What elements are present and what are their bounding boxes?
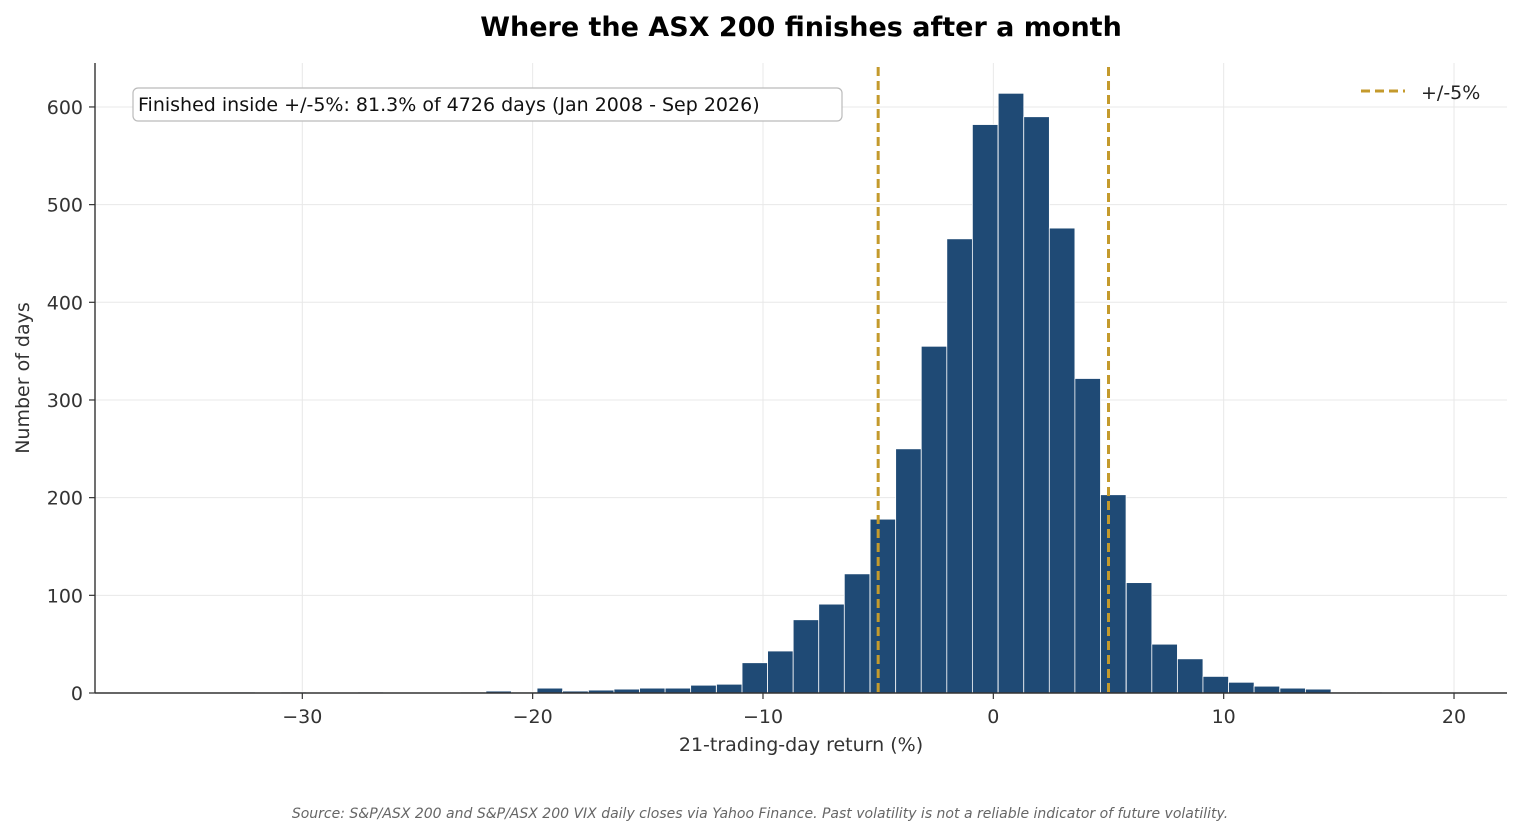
annotation-box: Finished inside +/-5%: 81.3% of 4726 day… bbox=[132, 87, 843, 122]
y-tick-label: 600 bbox=[47, 97, 83, 119]
histogram-bars bbox=[229, 92, 1383, 694]
histogram-bar bbox=[1176, 658, 1204, 694]
annotation-text: Finished inside +/-5%: 81.3% of 4726 day… bbox=[138, 94, 760, 116]
histogram-bar bbox=[997, 92, 1025, 694]
histogram-bar bbox=[1202, 675, 1229, 694]
histogram-bar bbox=[716, 683, 743, 694]
y-tick-label: 300 bbox=[47, 390, 83, 412]
x-axis-label: 21-trading-day return (%) bbox=[679, 734, 923, 756]
x-tick-label: 20 bbox=[1442, 706, 1466, 728]
axes bbox=[89, 63, 1507, 699]
x-tick-label: −20 bbox=[513, 706, 553, 728]
histogram-bar bbox=[690, 684, 717, 694]
y-tick-label: 100 bbox=[47, 585, 83, 607]
histogram-bar bbox=[664, 687, 692, 694]
legend-label: +/-5% bbox=[1421, 82, 1480, 104]
histogram-bar bbox=[1228, 681, 1255, 694]
y-tick-label: 200 bbox=[47, 488, 83, 510]
y-axis-label: Number of days bbox=[12, 302, 34, 454]
grid-lines bbox=[95, 63, 1507, 694]
histogram-bar bbox=[1023, 116, 1050, 694]
histogram-bar bbox=[869, 518, 897, 694]
histogram-bar bbox=[639, 687, 666, 694]
annotation-frame bbox=[132, 87, 843, 122]
y-tick-label: 500 bbox=[47, 195, 83, 217]
x-tick-label: −10 bbox=[743, 706, 783, 728]
x-tick-label: −30 bbox=[282, 706, 322, 728]
histogram-bar bbox=[920, 345, 948, 694]
histogram-bar bbox=[1279, 687, 1306, 694]
chart-title: Where the ASX 200 finishes after a month bbox=[480, 12, 1122, 43]
histogram-bar bbox=[818, 603, 845, 694]
histogram-bar bbox=[843, 573, 871, 694]
legend: +/-5% bbox=[1361, 82, 1480, 104]
histogram-bar bbox=[1151, 643, 1178, 694]
histogram-bar bbox=[1125, 582, 1153, 694]
histogram-bar bbox=[792, 619, 820, 694]
reference-lines bbox=[876, 67, 1111, 693]
histogram-bar bbox=[767, 650, 794, 694]
y-tick-label: 400 bbox=[47, 292, 83, 314]
histogram-bar bbox=[741, 662, 769, 694]
histogram-bar bbox=[895, 448, 922, 694]
histogram-bar bbox=[971, 124, 999, 694]
histogram-bar bbox=[1074, 378, 1101, 694]
x-tick-label: 0 bbox=[987, 706, 999, 728]
histogram-bar bbox=[1100, 494, 1127, 694]
source-note: Source: S&P/ASX 200 and S&P/ASX 200 VIX … bbox=[291, 806, 1229, 822]
histogram-bar bbox=[1253, 685, 1281, 694]
histogram-bar bbox=[1048, 227, 1076, 694]
histogram-bar bbox=[946, 238, 973, 694]
x-tick-label: 10 bbox=[1212, 706, 1236, 728]
histogram-bar bbox=[536, 687, 564, 694]
y-tick-label: 0 bbox=[71, 683, 83, 705]
